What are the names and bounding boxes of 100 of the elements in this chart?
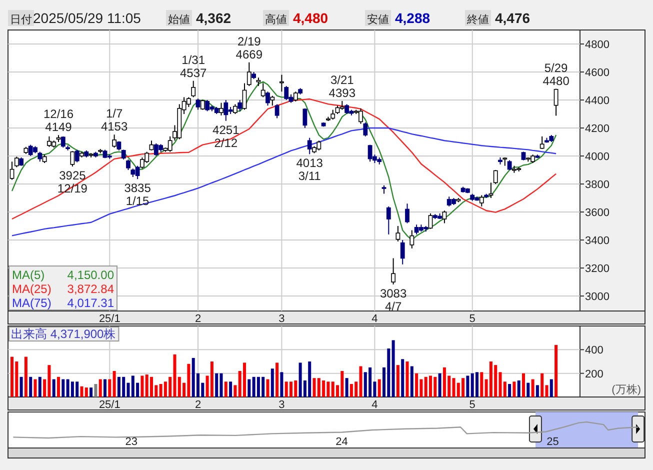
bar	[112, 370, 116, 397]
bar	[270, 368, 274, 397]
candlestick	[400, 240, 405, 265]
candlestick	[270, 95, 275, 106]
bar	[248, 379, 251, 397]
text: MA(5)	[12, 268, 45, 282]
bar	[536, 385, 539, 397]
text: 4,476	[495, 10, 530, 26]
candlestick	[493, 170, 498, 185]
text: 高値	[265, 13, 287, 26]
candlestick	[391, 258, 396, 285]
text: 始値	[168, 14, 190, 26]
bar	[98, 379, 102, 397]
text: 4,480	[293, 10, 328, 26]
y-tick-label: 400	[585, 344, 604, 357]
bar	[104, 379, 106, 397]
candlestick	[386, 206, 391, 235]
bar	[545, 385, 548, 397]
x-tick-label: 25	[546, 436, 559, 448]
bar	[401, 359, 404, 397]
x-tick-label: 25/1	[98, 313, 120, 325]
text: 出来高 4,371,900株	[11, 327, 116, 341]
candlestick	[196, 98, 200, 110]
bar	[29, 376, 32, 397]
candlestick	[488, 182, 494, 199]
annotation: 3,872.84	[67, 282, 114, 296]
candlestick	[70, 150, 75, 168]
candlestick	[266, 91, 270, 106]
text: 終値	[466, 14, 489, 26]
candlestick	[307, 137, 312, 155]
candlestick	[274, 104, 280, 119]
bar	[57, 376, 60, 397]
annotation: 4013 3/11	[296, 156, 324, 184]
bar	[52, 379, 56, 397]
bar	[359, 366, 362, 397]
candlestick	[149, 140, 154, 151]
x-tick-label: 5	[469, 399, 476, 411]
bar	[90, 388, 93, 397]
bar	[84, 388, 88, 397]
bar	[531, 379, 534, 397]
bar	[276, 362, 279, 397]
y-tick-label: 4800	[585, 39, 610, 51]
line-series	[11, 98, 557, 220]
candlestick	[200, 100, 205, 110]
bar	[234, 385, 237, 397]
annotation: 4,017.31	[67, 296, 114, 310]
candlestick	[442, 210, 447, 224]
bar	[210, 362, 214, 397]
candlestick	[246, 62, 252, 87]
candlestick	[112, 134, 116, 148]
y-axis-title: (万株)	[612, 383, 641, 396]
text: 安値	[367, 13, 389, 26]
y-tick-label: 4400	[585, 95, 610, 108]
annotation: 4251 2/12	[212, 122, 240, 150]
candlestick	[405, 203, 410, 224]
candlestick	[396, 226, 400, 242]
x-tick-label: 2	[194, 399, 202, 411]
bar	[220, 373, 223, 397]
x-tick-label: 23	[125, 436, 138, 448]
bar	[512, 382, 516, 397]
bar	[522, 373, 525, 397]
y-tick-label: 3000	[585, 291, 610, 304]
bar	[550, 379, 553, 397]
candlestick	[260, 82, 266, 98]
y-tick-label: 3200	[585, 263, 610, 276]
y-tick-label: 3600	[585, 207, 610, 220]
candlestick	[121, 149, 126, 160]
bar	[20, 376, 23, 397]
candlestick	[238, 100, 242, 112]
bar	[415, 373, 418, 397]
candlestick	[554, 88, 558, 116]
y-tick-label: 200	[585, 368, 604, 380]
candlestick	[219, 102, 224, 116]
annotation: 3835 1/15	[124, 181, 152, 208]
text: MA(25)	[12, 282, 52, 296]
candlestick	[302, 108, 308, 129]
annotation: 4,150.00	[67, 268, 114, 282]
bar	[508, 384, 512, 397]
candlestick	[363, 122, 368, 137]
bar	[34, 379, 37, 397]
annotation: 3/21 4393	[328, 72, 356, 100]
candlestick	[507, 160, 512, 171]
x-tick-label: 25/1	[98, 399, 120, 411]
bar	[410, 366, 414, 397]
x-tick-label: 3	[278, 399, 285, 411]
bar	[38, 376, 42, 397]
x-tick-label: 4	[372, 399, 378, 411]
candlestick	[410, 230, 414, 249]
bar	[378, 379, 381, 397]
candlestick	[74, 149, 80, 163]
text: 4,288	[395, 10, 430, 26]
bar	[392, 340, 395, 397]
bar	[438, 373, 442, 397]
bar	[526, 382, 530, 397]
bar	[224, 382, 228, 397]
bar	[94, 384, 98, 397]
bar	[345, 378, 348, 397]
candlestick	[540, 136, 544, 150]
annotation: 1/31 4537	[180, 52, 208, 80]
bar	[108, 379, 112, 397]
